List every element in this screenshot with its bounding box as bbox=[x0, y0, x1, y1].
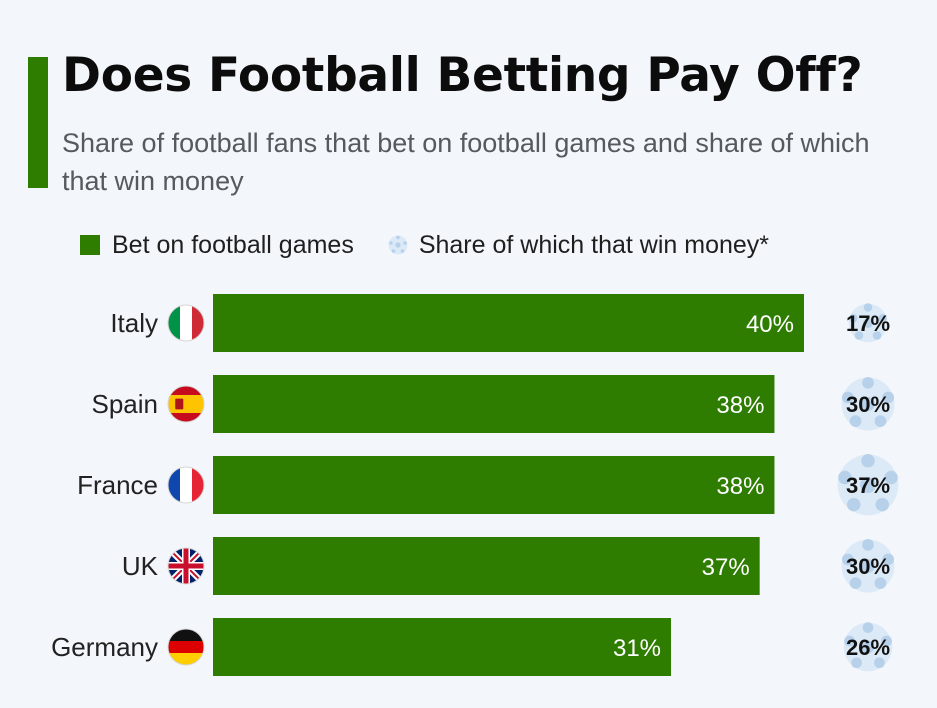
bar-value-label: 40% bbox=[746, 311, 794, 338]
chart-row: Spain 38% 30% bbox=[92, 375, 895, 433]
france-flag-icon bbox=[168, 467, 204, 503]
chart-row: Germany 31% 26% bbox=[51, 618, 893, 676]
chart-subtitle: Share of football fans that bet on footb… bbox=[62, 128, 870, 196]
uk-flag-icon bbox=[168, 548, 204, 584]
win-value-label: 17% bbox=[846, 311, 890, 336]
win-value-label: 30% bbox=[846, 554, 890, 579]
football-icon bbox=[843, 622, 893, 672]
chart-row: Italy 40% 17% bbox=[110, 294, 890, 352]
bar-value-label: 31% bbox=[613, 635, 661, 662]
chart-row: UK 37% 30% bbox=[122, 537, 895, 595]
bar bbox=[213, 456, 775, 514]
win-value-label: 37% bbox=[846, 473, 890, 498]
title-accent-bar bbox=[28, 57, 48, 188]
category-label: France bbox=[77, 470, 158, 500]
football-icon bbox=[841, 376, 895, 431]
bar-value-label: 37% bbox=[702, 554, 750, 581]
legend: Bet on football games Share of which tha… bbox=[80, 229, 769, 261]
bar bbox=[213, 294, 804, 352]
category-label: UK bbox=[122, 551, 159, 581]
football-icon bbox=[848, 303, 888, 343]
germany-flag-icon bbox=[168, 629, 204, 665]
legend-bet-label: Bet on football games bbox=[112, 230, 354, 259]
category-label: Spain bbox=[92, 389, 159, 419]
football-icon bbox=[841, 538, 895, 593]
category-label: Germany bbox=[51, 632, 158, 662]
spain-flag-icon bbox=[168, 386, 204, 422]
bar bbox=[213, 375, 775, 433]
chart-row: France 38% 37% bbox=[77, 454, 899, 516]
bar-value-label: 38% bbox=[716, 473, 764, 500]
football-icon bbox=[388, 235, 408, 255]
bar bbox=[213, 618, 672, 676]
bar-value-label: 38% bbox=[716, 392, 764, 419]
win-value-label: 30% bbox=[846, 392, 890, 417]
italy-flag-icon bbox=[168, 305, 204, 341]
category-label: Italy bbox=[110, 308, 158, 338]
legend-bar-swatch bbox=[80, 235, 100, 255]
legend-win-label: Share of which that win money* bbox=[418, 230, 770, 259]
football-icon bbox=[837, 454, 899, 516]
win-value-label: 26% bbox=[846, 635, 890, 660]
bar bbox=[213, 537, 760, 595]
chart-title: Does Football Betting Pay Off? bbox=[62, 48, 863, 103]
